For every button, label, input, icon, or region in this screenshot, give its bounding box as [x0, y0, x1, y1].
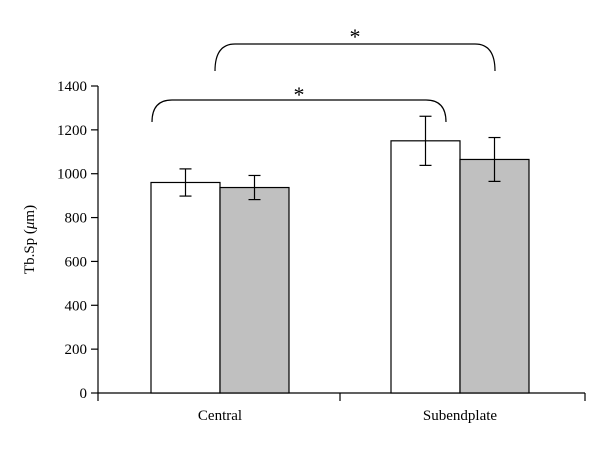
- y-tick-label: 600: [65, 254, 88, 270]
- x-category-label: Subendplate: [423, 408, 497, 424]
- bar-white-subendplate: [390, 140, 461, 394]
- significance-bracket-upper: [214, 43, 496, 72]
- y-tick-label: 200: [65, 342, 88, 358]
- y-tick-label: 1000: [57, 167, 87, 183]
- bar-white-central: [150, 181, 221, 394]
- significance-bracket-lower-label: *: [294, 82, 305, 107]
- bar-gray-central: [219, 186, 290, 394]
- y-tick-label: 1400: [57, 79, 87, 95]
- bar-gray-subendplate: [459, 158, 530, 394]
- significance-bracket-lower: [151, 99, 447, 123]
- x-category-label: Central: [198, 408, 242, 424]
- y-tick-label: 400: [65, 298, 88, 314]
- significance-bracket-upper-label: *: [350, 24, 361, 49]
- y-tick-label: 800: [65, 211, 88, 227]
- y-tick-label: 0: [80, 386, 88, 402]
- y-axis-title: Tb.Sp (μm): [22, 205, 38, 274]
- y-tick-label: 1200: [57, 123, 87, 139]
